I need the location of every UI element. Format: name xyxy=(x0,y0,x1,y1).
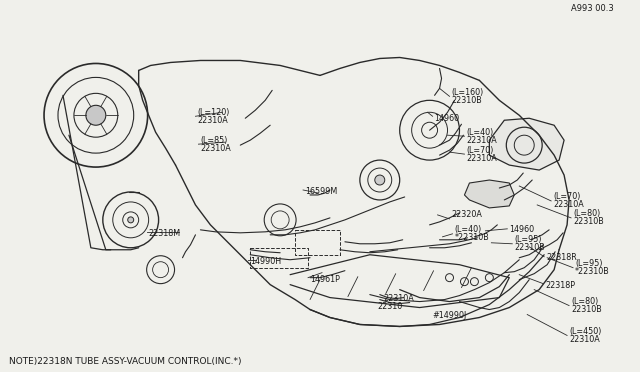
Text: 14990H: 14990H xyxy=(250,257,282,266)
Circle shape xyxy=(86,105,106,125)
Text: #14990J: #14990J xyxy=(433,311,467,320)
Text: (L=160): (L=160) xyxy=(451,88,484,97)
Text: 22310A: 22310A xyxy=(467,136,497,145)
Text: 22310A: 22310A xyxy=(553,201,584,209)
Text: 16599M: 16599M xyxy=(305,187,337,196)
Text: 22310A: 22310A xyxy=(384,294,415,303)
Text: 22318M: 22318M xyxy=(148,229,180,238)
Text: 22310B: 22310B xyxy=(571,305,602,314)
Text: 22310A: 22310A xyxy=(569,335,600,344)
Text: (L=80): (L=80) xyxy=(573,209,600,218)
Text: 22310B: 22310B xyxy=(573,217,604,227)
Text: 14961P: 14961P xyxy=(310,275,340,284)
Text: *22310B: *22310B xyxy=(454,233,489,242)
Text: (L=85): (L=85) xyxy=(200,136,228,145)
Text: (L=120): (L=120) xyxy=(198,108,230,117)
Text: 22310A: 22310A xyxy=(467,154,497,163)
Polygon shape xyxy=(490,118,564,170)
Polygon shape xyxy=(465,180,515,208)
Text: (L=70): (L=70) xyxy=(467,145,494,155)
Text: (L=95): (L=95) xyxy=(515,235,542,244)
Text: (L=95): (L=95) xyxy=(575,259,602,268)
Circle shape xyxy=(128,217,134,223)
Text: 22318P: 22318P xyxy=(545,281,575,290)
Text: (L=40): (L=40) xyxy=(467,128,493,137)
Text: *22310B: *22310B xyxy=(575,267,610,276)
Text: 22310A: 22310A xyxy=(200,144,231,153)
Text: 22310B: 22310B xyxy=(451,96,483,105)
Text: 22310A: 22310A xyxy=(198,116,228,125)
Text: (L=40): (L=40) xyxy=(454,225,482,234)
Text: 22318R: 22318R xyxy=(546,253,577,262)
Text: (L=450): (L=450) xyxy=(569,327,602,336)
Text: 22320A: 22320A xyxy=(451,211,483,219)
Text: A993 00.3: A993 00.3 xyxy=(571,4,614,13)
Text: (L=70): (L=70) xyxy=(553,192,580,202)
Text: 22310B: 22310B xyxy=(515,243,545,252)
Text: 14960: 14960 xyxy=(435,114,460,123)
Text: 22310: 22310 xyxy=(378,302,403,311)
Circle shape xyxy=(375,175,385,185)
Text: NOTE)22318N TUBE ASSY-VACUUM CONTROL(INC.*): NOTE)22318N TUBE ASSY-VACUUM CONTROL(INC… xyxy=(9,357,242,366)
Text: (L=80): (L=80) xyxy=(571,297,598,306)
Text: 14960: 14960 xyxy=(509,225,534,234)
